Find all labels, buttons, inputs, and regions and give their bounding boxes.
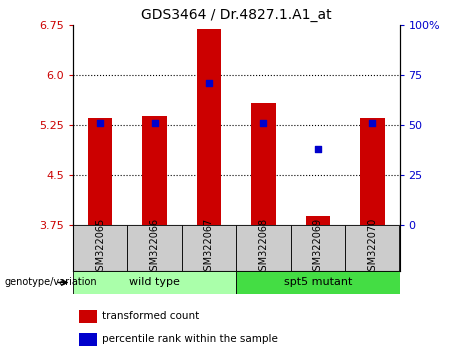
- Point: [259, 120, 267, 126]
- Text: GSM322066: GSM322066: [149, 218, 159, 278]
- Bar: [306, 216, 330, 225]
- Text: GSM322065: GSM322065: [95, 218, 105, 278]
- Point: [96, 120, 104, 126]
- Bar: [290, 225, 345, 271]
- Text: GSM322067: GSM322067: [204, 218, 214, 278]
- Bar: [127, 225, 182, 271]
- Text: GSM322070: GSM322070: [367, 218, 377, 278]
- Point: [151, 120, 158, 126]
- Text: GSM322068: GSM322068: [258, 218, 268, 278]
- Bar: [251, 103, 275, 225]
- Point: [314, 147, 321, 152]
- Text: genotype/variation: genotype/variation: [5, 278, 97, 287]
- Bar: [79, 310, 97, 323]
- Bar: [360, 118, 384, 225]
- Bar: [79, 333, 97, 346]
- Bar: [236, 225, 290, 271]
- Point: [205, 80, 213, 86]
- Bar: [236, 271, 400, 294]
- Text: wild type: wild type: [129, 277, 180, 287]
- Text: transformed count: transformed count: [102, 312, 199, 321]
- Title: GDS3464 / Dr.4827.1.A1_at: GDS3464 / Dr.4827.1.A1_at: [141, 8, 331, 22]
- Bar: [73, 225, 127, 271]
- Bar: [345, 225, 400, 271]
- Bar: [182, 225, 236, 271]
- Text: percentile rank within the sample: percentile rank within the sample: [102, 335, 278, 344]
- Bar: [142, 116, 167, 225]
- Bar: [73, 271, 236, 294]
- Bar: [88, 118, 112, 225]
- Bar: [197, 29, 221, 225]
- Text: GSM322069: GSM322069: [313, 218, 323, 278]
- Point: [368, 120, 376, 126]
- Text: spt5 mutant: spt5 mutant: [284, 277, 352, 287]
